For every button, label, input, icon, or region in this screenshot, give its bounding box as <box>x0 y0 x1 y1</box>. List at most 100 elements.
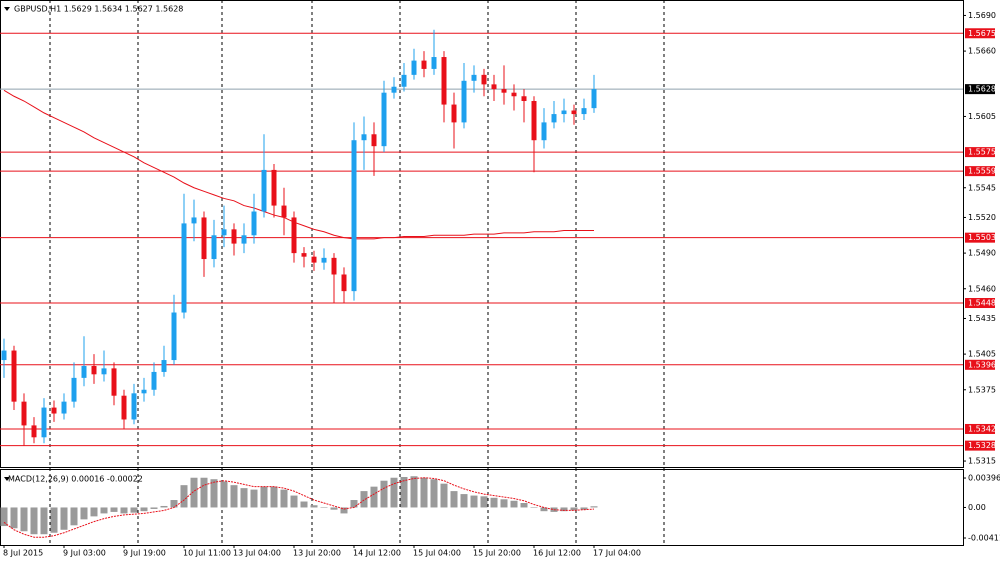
x-tick-label: 8 Jul 2015 <box>3 549 43 558</box>
macd-bar <box>510 500 518 508</box>
candle-body <box>311 256 317 263</box>
y-tick-label: 1.5520 <box>968 213 996 222</box>
candle-body <box>561 110 567 115</box>
level-label-box <box>965 298 995 309</box>
macd-bar <box>370 486 378 508</box>
candle-body <box>291 217 297 254</box>
macd-bar <box>70 507 78 526</box>
candle-body <box>21 401 27 426</box>
macd-bar <box>100 507 108 514</box>
candle-body <box>161 360 167 372</box>
x-tick-label: 14 Jul 12:00 <box>353 549 401 558</box>
macd-bar <box>20 507 28 532</box>
macd-bar <box>330 507 338 510</box>
macd-bar <box>50 507 58 533</box>
y-tick-label: 1.5315 <box>968 457 996 466</box>
macd-bar <box>380 480 388 508</box>
candle-body <box>581 108 587 115</box>
macd-y-tick-label: 0.00 <box>968 503 986 512</box>
y-tick-label: 1.5660 <box>968 47 996 56</box>
candle-body <box>501 89 507 93</box>
level-label-box <box>965 359 995 370</box>
level-label: 1.5559 <box>968 167 996 176</box>
macd-bar <box>210 479 218 508</box>
y-tick-label: 1.5545 <box>968 183 996 192</box>
level-label-box <box>965 147 995 158</box>
level-label-box <box>965 423 995 434</box>
macd-bar <box>130 507 138 513</box>
macd-bar <box>120 507 128 514</box>
macd-bar <box>340 507 348 514</box>
candle-body <box>141 389 147 394</box>
level-label: 1.5675 <box>968 29 996 38</box>
main-panel-frame <box>0 0 964 468</box>
candle-body <box>321 257 327 263</box>
candle-body <box>591 89 597 109</box>
macd-bar <box>160 505 168 508</box>
candle-body <box>571 110 577 115</box>
macd-bar <box>590 506 598 508</box>
candle-body <box>221 229 227 236</box>
candle-body <box>421 60 427 69</box>
x-tick-label: 17 Jul 04:00 <box>593 549 641 558</box>
y-tick-label: 1.5375 <box>968 385 996 394</box>
candle-body <box>391 86 397 93</box>
candle-body <box>411 60 417 75</box>
x-tick-label: 9 Jul 03:00 <box>63 549 106 558</box>
candle-body <box>11 350 17 402</box>
macd-bar <box>450 491 458 508</box>
candle-body <box>1 350 7 361</box>
candle-body <box>381 92 387 147</box>
candle-body <box>81 365 87 378</box>
candle-body <box>231 229 237 244</box>
macd-bar <box>200 477 208 508</box>
x-tick-label: 13 Jul 20:00 <box>293 549 341 558</box>
x-tick-label: 10 Jul 11:00 <box>183 549 231 558</box>
candle-body <box>301 253 307 257</box>
level-label-box <box>965 166 995 177</box>
macd-bar <box>560 507 568 512</box>
candle-body <box>461 80 467 123</box>
candle-body <box>41 407 47 438</box>
macd-bar <box>580 507 588 510</box>
candle-body <box>481 74 487 85</box>
menu-arrow <box>4 7 10 11</box>
macd-bar <box>180 485 188 508</box>
menu-arrow <box>4 477 10 481</box>
macd-bar <box>140 507 148 512</box>
y-tick-label: 1.5690 <box>968 11 996 20</box>
level-label-box <box>965 28 995 39</box>
candle-body <box>521 96 527 102</box>
candle-body <box>491 84 497 90</box>
macd-bar <box>390 477 398 508</box>
level-label-box <box>965 232 995 243</box>
macd-bar <box>60 507 68 530</box>
candle-body <box>401 74 407 87</box>
macd-bar <box>240 488 248 508</box>
macd-bar <box>220 481 228 508</box>
candle-body <box>201 217 207 260</box>
level-label: 1.5448 <box>968 299 996 308</box>
level-label: 1.5396 <box>968 360 996 369</box>
level-label: 1.5342 <box>968 424 996 433</box>
candle-body <box>31 425 37 438</box>
x-tick-label: 9 Jul 19:00 <box>123 549 166 558</box>
macd-bar <box>270 486 278 508</box>
candle-body <box>551 114 557 123</box>
macd-bar <box>40 507 48 535</box>
candle-body <box>111 368 117 396</box>
macd-bar <box>460 494 468 508</box>
macd-title: MACD(12,26,9) 0.00016 -0.00022 <box>8 475 143 484</box>
macd-bar <box>310 505 318 508</box>
candle-body <box>121 395 127 420</box>
candle-body <box>371 134 377 147</box>
level-label: 1.5328 <box>968 441 996 450</box>
candle-body <box>261 169 267 212</box>
candle-body <box>241 235 247 244</box>
moving-average <box>3 89 594 240</box>
macd-bar <box>360 491 368 508</box>
candle-body <box>441 57 447 105</box>
